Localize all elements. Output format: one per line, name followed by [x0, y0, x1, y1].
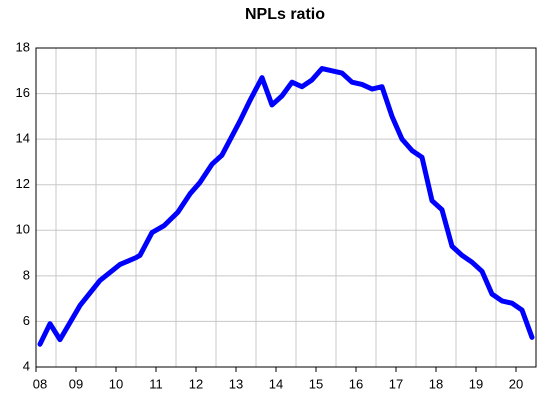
x-tick-label: 14: [269, 376, 283, 391]
x-tick-label: 13: [229, 376, 243, 391]
x-tick-label: 18: [429, 376, 443, 391]
y-tick-label: 8: [23, 267, 30, 282]
x-tick-label: 08: [33, 376, 47, 391]
x-tick-label: 17: [389, 376, 403, 391]
x-tick-label: 16: [349, 376, 363, 391]
x-tick-label: 20: [509, 376, 523, 391]
x-tick-label: 12: [189, 376, 203, 391]
chart-title: NPLs ratio: [245, 6, 325, 23]
y-tick-label: 16: [16, 85, 30, 100]
y-tick-label: 10: [16, 222, 30, 237]
y-tick-label: 6: [23, 313, 30, 328]
plot-frame: [35, 47, 537, 368]
x-tick-label: 15: [309, 376, 323, 391]
y-tick-label: 4: [23, 358, 30, 373]
line: [37, 66, 535, 347]
x-tick-label: 11: [149, 376, 163, 391]
y-tick-label: 12: [16, 176, 30, 191]
x-tick-label: 19: [469, 376, 483, 391]
x-tick-label: 09: [69, 376, 83, 391]
y-tick-label: 14: [16, 131, 30, 146]
x-tick-label: 10: [109, 376, 123, 391]
y-tick-label: 18: [16, 39, 30, 54]
